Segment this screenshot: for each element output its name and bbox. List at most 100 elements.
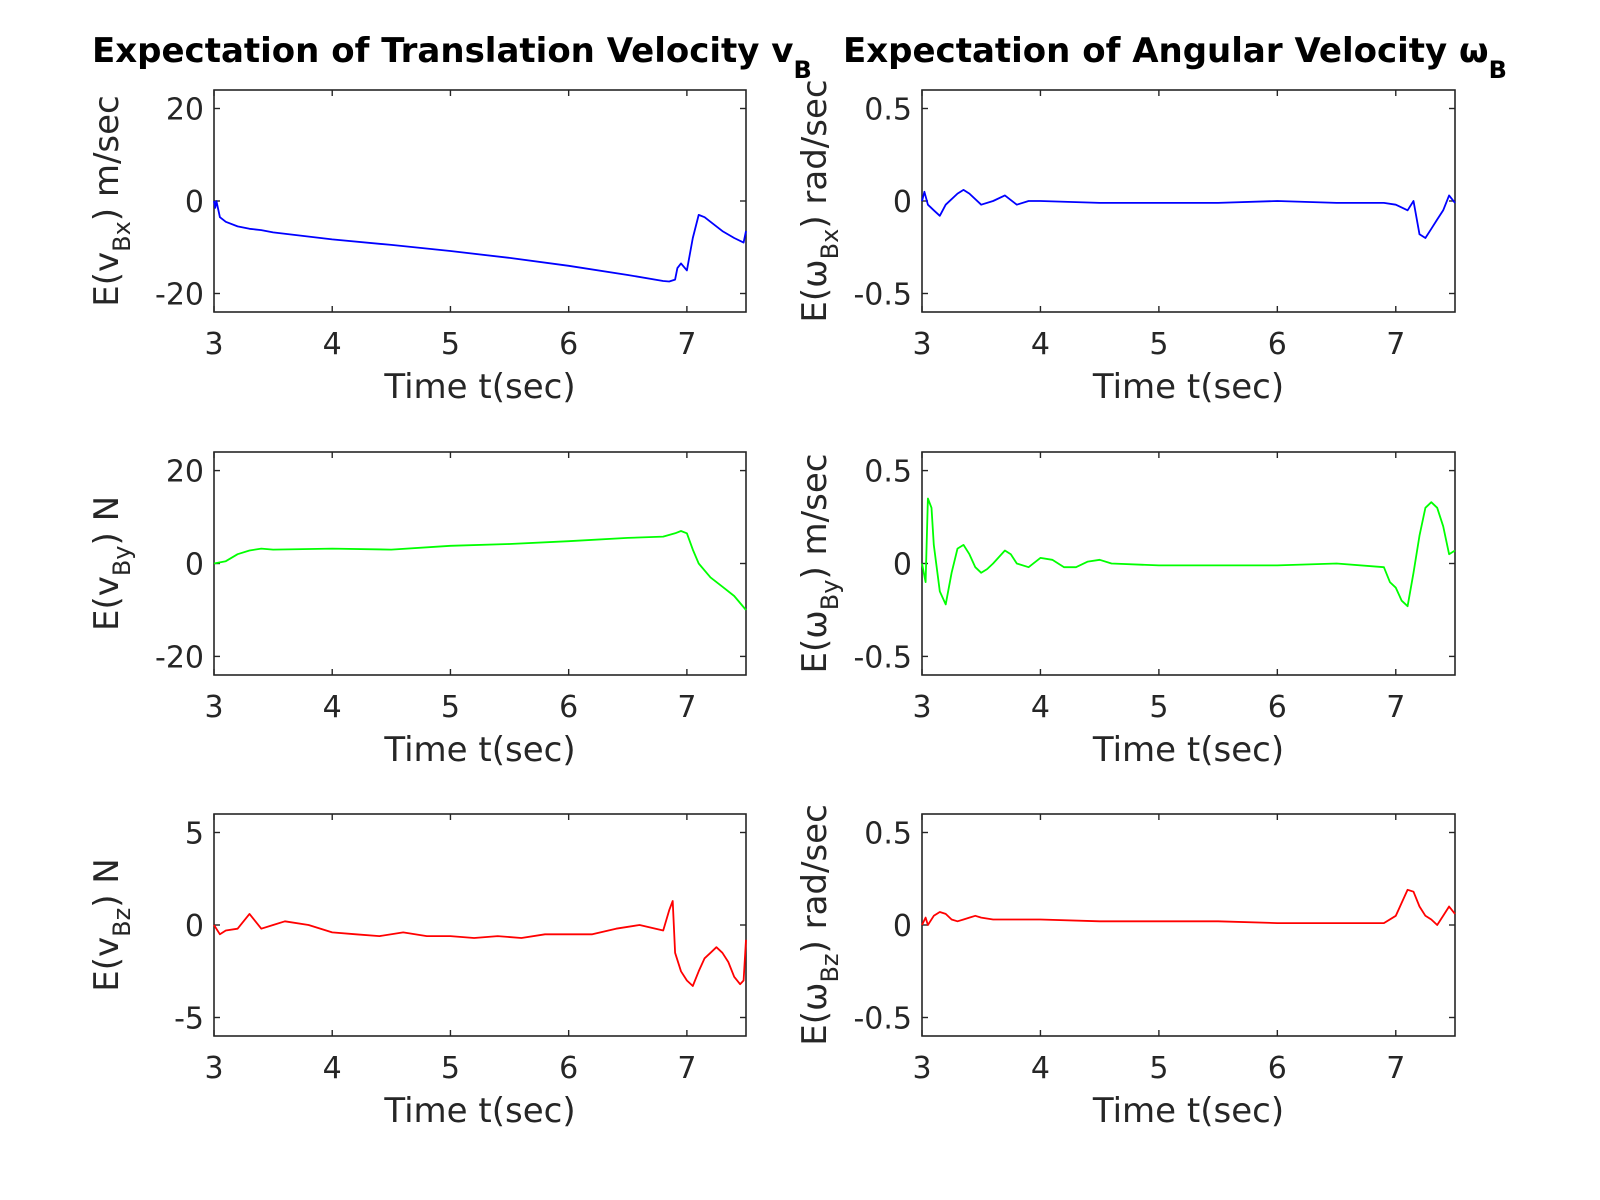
- y-axis-label-subscript: Bz: [108, 908, 136, 937]
- y-axis-label-unit: ) m/sec: [795, 454, 835, 580]
- y-axis-label-subscript: Bx: [108, 221, 136, 252]
- x-tick-label: 5: [1149, 690, 1168, 725]
- y-axis-label-unit: ) N: [87, 496, 127, 546]
- axes-frame: [921, 451, 1456, 676]
- y-tick-label: 0: [185, 548, 204, 583]
- x-tick-label: 4: [1031, 690, 1050, 725]
- x-tick-label: 6: [559, 327, 578, 362]
- y-tick-label: -20: [155, 640, 204, 675]
- y-axis-label: E(vBy) N: [87, 496, 136, 631]
- x-tick-label: 5: [1149, 327, 1168, 362]
- left-title-subscript: B: [793, 56, 811, 84]
- y-tick-label: 0: [893, 909, 912, 944]
- x-tick-label: 3: [912, 1051, 931, 1086]
- x-tick-label: 6: [1268, 690, 1287, 725]
- y-axis-label: E(vBz) N: [87, 858, 136, 991]
- x-axis-label: Time t(sec): [1092, 1091, 1284, 1131]
- x-tick-label: 5: [441, 1051, 460, 1086]
- y-axis-label-text: E(v: [87, 576, 127, 631]
- subplot-4: 3 4 5 6 7 -0.5 0 0.5 Time t(sec) E(ωBy) m/sec: [795, 451, 1456, 770]
- y-axis-label: E(ωBy) m/sec: [795, 454, 844, 674]
- x-tick-label: 6: [559, 1051, 578, 1086]
- x-tick-label: 7: [1386, 327, 1405, 362]
- y-axis-label: E(ωBz) rad/sec: [795, 804, 844, 1046]
- y-tick-label: 20: [166, 455, 204, 490]
- x-tick-label: 6: [1268, 1051, 1287, 1086]
- x-tick-label: 7: [1386, 690, 1405, 725]
- x-tick-label: 4: [323, 327, 342, 362]
- axes-frame: [213, 451, 747, 676]
- axes-frame: [921, 89, 1456, 313]
- series-line: [921, 497, 1456, 608]
- x-tick-label: 6: [559, 690, 578, 725]
- x-tick-label: 7: [677, 1051, 696, 1086]
- x-axis-label: Time t(sec): [383, 730, 575, 770]
- x-tick-label: 3: [912, 327, 931, 362]
- x-tick-label: 4: [1031, 327, 1050, 362]
- y-axis-label-unit: ) N: [87, 858, 127, 908]
- x-tick-label: 5: [1149, 1051, 1168, 1086]
- x-axis-label: Time t(sec): [1092, 367, 1284, 407]
- subplot-2: 3 4 5 6 7 -0.5 0 0.5 Time t(sec) E(ωBx) rad/sec: [795, 79, 1456, 407]
- x-tick-label: 5: [441, 327, 460, 362]
- y-axis-label-unit: ) rad/sec: [795, 804, 835, 953]
- x-tick-label: 5: [441, 690, 460, 725]
- y-axis-label-subscript: By: [108, 545, 136, 576]
- x-tick-label: 7: [677, 327, 696, 362]
- y-axis-label-unit: ) m/sec: [87, 95, 127, 221]
- x-axis-label: Time t(sec): [383, 367, 575, 407]
- subplot-6: 3 4 5 6 7 -0.5 0 0.5 Time t(sec) E(ωBz) rad/sec: [795, 804, 1456, 1131]
- x-tick-label: 4: [1031, 1051, 1050, 1086]
- axes-frame: [213, 813, 747, 1037]
- y-axis-label-subscript: By: [816, 580, 844, 611]
- y-axis-label-text: E(ω: [795, 983, 835, 1046]
- svg-text:Expectation of Angular Velocit: Expectation of Angular Velocity ωB: [843, 31, 1507, 84]
- y-tick-label: 5: [185, 817, 204, 852]
- x-tick-label: 3: [912, 690, 931, 725]
- y-tick-label: 0: [893, 548, 912, 583]
- subplot-3: 3 4 5 6 7 -20 0 20 Time t(sec) E(vBy) N: [87, 451, 747, 770]
- y-axis-label: E(vBx) m/sec: [87, 95, 136, 307]
- y-axis-label: E(ωBx) rad/sec: [795, 79, 844, 322]
- x-tick-label: 3: [204, 690, 223, 725]
- subplot-5: 3 4 5 6 7 -5 0 5 Time t(sec) E(vBz) N: [87, 813, 747, 1131]
- x-tick-label: 3: [204, 327, 223, 362]
- y-tick-label: -0.5: [853, 640, 912, 675]
- series-line: [213, 200, 747, 283]
- y-tick-label: -0.5: [853, 1002, 912, 1037]
- x-axis-label: Time t(sec): [1092, 730, 1284, 770]
- y-tick-label: 20: [166, 93, 204, 128]
- y-tick-label: -20: [155, 278, 204, 313]
- y-tick-label: -0.5: [853, 278, 912, 313]
- x-tick-label: 7: [1386, 1051, 1405, 1086]
- y-axis-label-subscript: Bx: [816, 229, 844, 260]
- y-axis-label-unit: ) rad/sec: [795, 79, 835, 228]
- x-tick-label: 6: [1268, 327, 1287, 362]
- series-line: [213, 900, 747, 987]
- left-column-title: Expectation of Translation Velocity vB: [92, 31, 812, 84]
- y-tick-label: -5: [174, 1002, 204, 1037]
- series-line: [921, 188, 1456, 239]
- x-tick-label: 4: [323, 1051, 342, 1086]
- y-tick-label: 0.5: [864, 93, 912, 128]
- x-tick-label: 7: [677, 690, 696, 725]
- series-line: [213, 530, 747, 611]
- axes-frame: [921, 813, 1456, 1037]
- y-tick-label: 0.5: [864, 455, 912, 490]
- y-axis-label-text: E(v: [87, 252, 127, 307]
- subplot-1: 3 4 5 6 7 -20 0 20 Time t(sec) E(vBx) m/sec: [87, 89, 747, 407]
- y-tick-label: 0: [893, 185, 912, 220]
- y-axis-label-text: E(v: [87, 937, 127, 992]
- axes-frame: [213, 89, 747, 313]
- svg-text:Expectation of Translation Vel: Expectation of Translation Velocity vB: [92, 31, 812, 84]
- x-tick-label: 3: [204, 1051, 223, 1086]
- x-tick-label: 4: [323, 690, 342, 725]
- y-axis-label-subscript: Bz: [816, 953, 844, 982]
- right-column-title: Expectation of Angular Velocity ωB: [843, 31, 1507, 84]
- y-axis-label-text: E(ω: [795, 259, 835, 322]
- right-title-subscript: B: [1489, 56, 1507, 84]
- left-title-main: Expectation of Translation Velocity v: [92, 31, 793, 71]
- y-tick-label: 0.5: [864, 817, 912, 852]
